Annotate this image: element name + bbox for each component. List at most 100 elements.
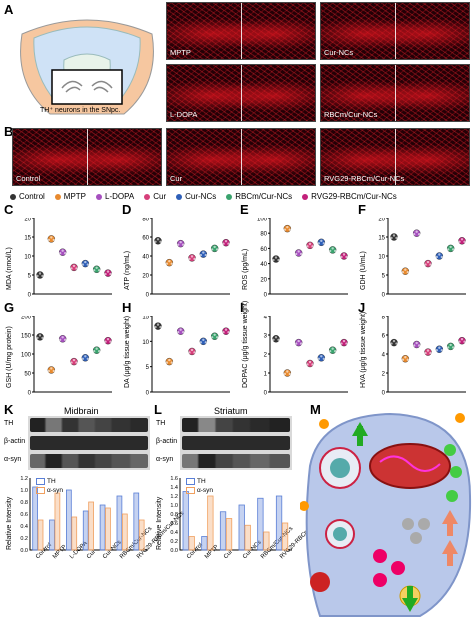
bar-asyn — [37, 519, 44, 551]
bar-th — [32, 486, 38, 551]
replicate-marker — [424, 351, 427, 355]
replicate-marker — [286, 225, 289, 229]
y-tick-label: 0.8 — [20, 500, 28, 506]
axis-line — [179, 478, 292, 551]
replicate-marker — [190, 255, 194, 258]
replicate-marker — [297, 250, 300, 253]
y-tick-label: 0.6 — [20, 512, 28, 518]
y-tick-label: 15 — [378, 236, 385, 242]
y-axis-label: GDH (U/mL) — [360, 251, 367, 290]
replicate-marker — [72, 264, 76, 268]
replicate-marker — [75, 267, 78, 270]
y-axis-label: HVA (μg/g tissue weight) — [360, 311, 367, 388]
replicate-marker — [188, 351, 191, 354]
replicate-marker — [328, 350, 332, 353]
bar-th — [99, 504, 106, 551]
replicate-marker — [193, 257, 196, 261]
replicate-marker — [392, 339, 396, 343]
replicate-marker — [181, 243, 185, 246]
replicate-marker — [390, 342, 393, 345]
bar-th — [257, 497, 264, 551]
replicate-marker — [404, 268, 407, 271]
legend-label: Cur-NCs — [185, 192, 217, 201]
panel-label-d: D — [122, 202, 132, 217]
replicate-marker — [294, 252, 298, 256]
y-tick-label: 10 — [142, 340, 149, 346]
replicate-marker — [70, 267, 73, 270]
replicate-marker — [406, 271, 410, 274]
y-tick-label: 8 — [382, 316, 386, 321]
axis-line — [269, 218, 348, 295]
replicate-marker — [286, 370, 289, 373]
y-tick-label: 20 — [142, 274, 149, 280]
y-tick-label: 100 — [257, 218, 268, 223]
y-tick-label: 0.0 — [20, 548, 28, 554]
y-tick-label: 0.4 — [20, 524, 28, 530]
micrograph-cur: Cur — [166, 128, 316, 186]
y-tick-label: 15 — [24, 236, 31, 242]
legend-label: Control — [19, 192, 45, 201]
replicate-marker — [104, 272, 107, 276]
replicate-marker — [322, 357, 326, 360]
replicate-marker — [47, 369, 51, 373]
replicate-marker — [61, 249, 64, 252]
mechanism-illustration — [299, 406, 474, 620]
replicate-marker — [277, 258, 280, 262]
replicate-marker — [333, 249, 337, 253]
replicate-marker — [272, 258, 275, 262]
y-tick-label: 5 — [28, 274, 32, 280]
replicate-marker — [41, 336, 44, 340]
replicate-marker — [227, 331, 230, 334]
panel-label-j: J — [358, 300, 366, 315]
bar-asyn — [88, 501, 94, 551]
panel-label-a: A — [4, 2, 14, 17]
blot-label-asyn: α-syn — [156, 456, 174, 463]
replicate-marker — [392, 234, 396, 237]
micrograph-control: Control — [12, 128, 162, 186]
replicate-marker — [52, 238, 56, 242]
axis-line — [269, 316, 348, 393]
legend-marker — [54, 193, 61, 200]
replicate-marker — [61, 336, 64, 339]
replicate-marker — [227, 242, 230, 245]
legend-marker — [226, 193, 233, 200]
y-tick-label: 0 — [264, 293, 268, 299]
replicate-marker — [95, 266, 98, 269]
bar-th — [116, 495, 123, 551]
y-tick-label: 40 — [142, 255, 149, 261]
replicate-marker — [50, 367, 53, 370]
bar-th — [82, 510, 89, 551]
replicate-marker — [84, 355, 87, 358]
y-tick-label: 0 — [382, 293, 386, 299]
axis-line — [33, 218, 112, 295]
replicate-marker — [176, 331, 180, 334]
y-tick-label: 1.6 — [170, 476, 178, 482]
replicate-marker — [435, 255, 439, 259]
micrograph-cur-ncs: Cur-NCs — [320, 2, 470, 60]
y-tick-label: 100 — [21, 353, 32, 359]
scatter-plot-i: 0 1 2 3 4 — [264, 316, 348, 397]
legend-marker — [176, 193, 183, 200]
replicate-marker — [308, 242, 312, 246]
replicate-marker — [401, 271, 405, 274]
replicate-marker — [333, 350, 337, 353]
legend-label: RVG29-RBCm/Cur-NCs — [311, 192, 397, 201]
replicate-marker — [72, 358, 76, 362]
micrograph-mptp: MPTP — [166, 2, 316, 60]
panel-label-h: H — [122, 300, 132, 315]
replicate-marker — [297, 339, 300, 343]
y-tick-label: 150 — [21, 334, 32, 340]
panel-label-k: K — [4, 402, 14, 417]
y-tick-label: 4 — [382, 353, 386, 359]
blot-label-th: TH — [156, 420, 166, 427]
replicate-marker — [104, 340, 107, 343]
replicate-marker — [342, 253, 346, 256]
bar-th — [133, 492, 140, 551]
brain-schematic — [14, 14, 160, 118]
replicate-marker — [159, 325, 162, 329]
replicate-marker — [52, 369, 56, 373]
blot-title-midbrain: Midbrain — [64, 406, 99, 416]
bar-th — [182, 491, 189, 551]
y-tick-label: 0.2 — [20, 536, 28, 542]
replicate-marker — [47, 238, 51, 242]
